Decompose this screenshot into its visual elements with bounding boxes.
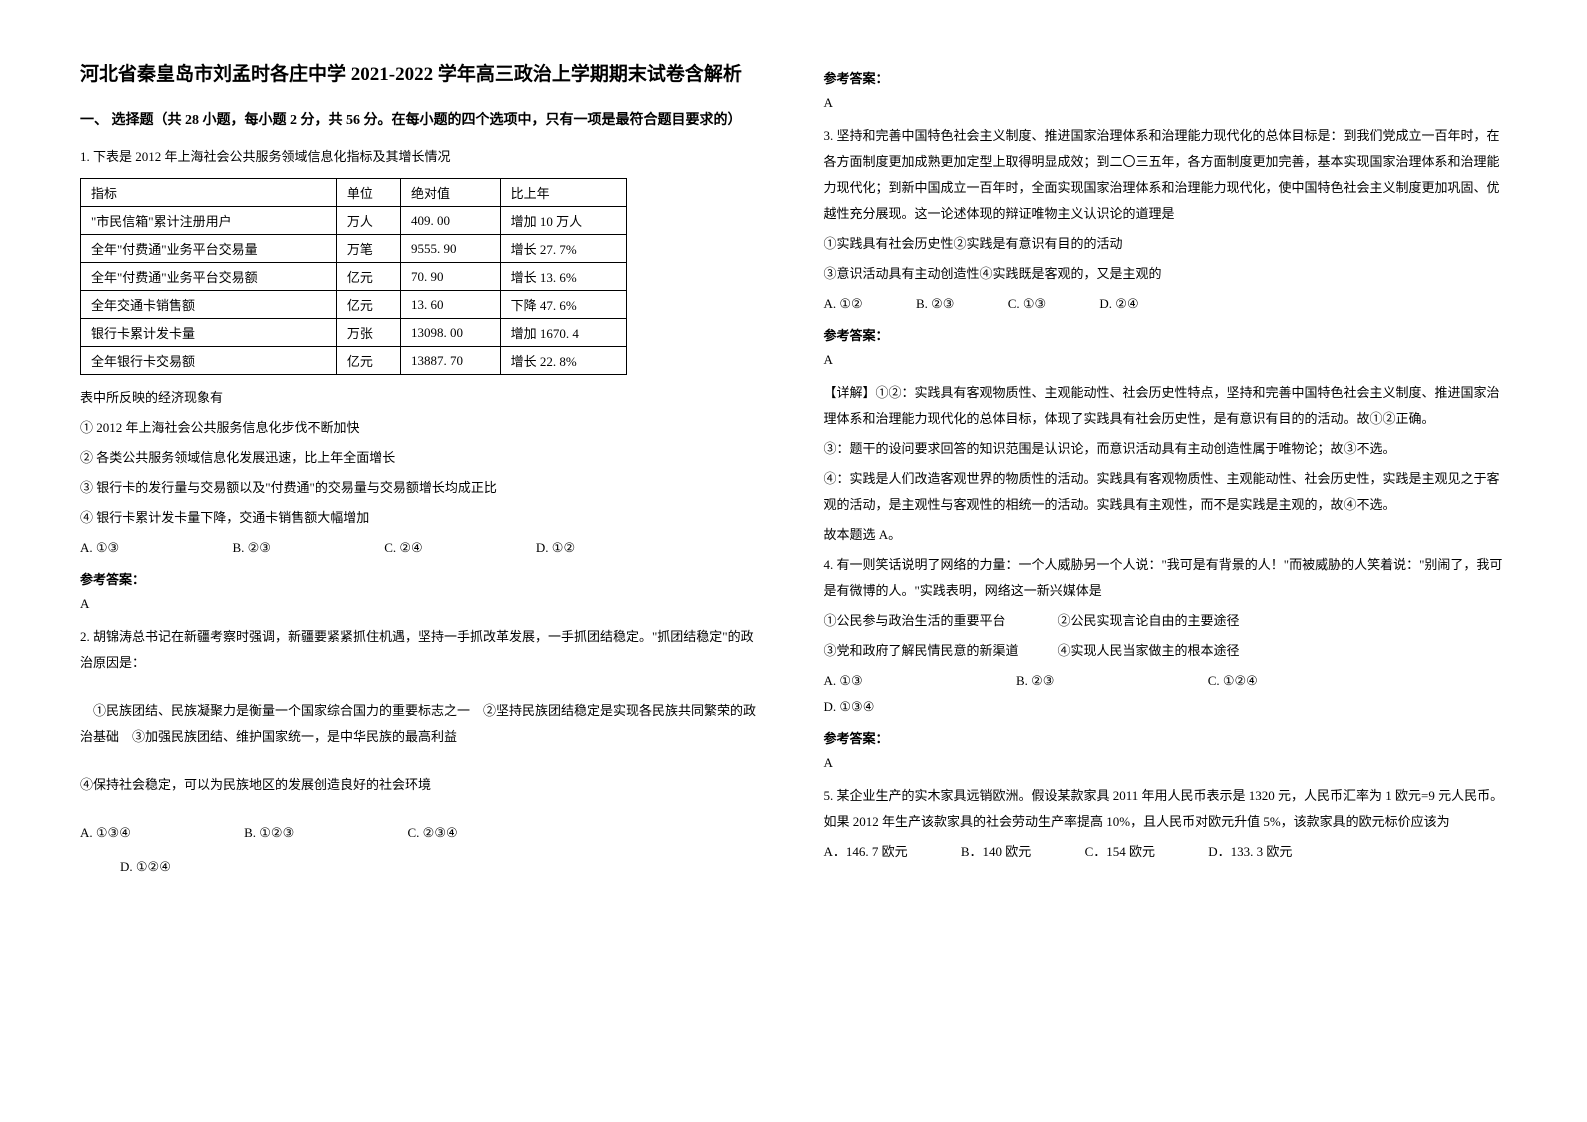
option-d: D. ②④ <box>1099 291 1138 317</box>
option-b: B. ②③ <box>916 291 954 317</box>
q2-answer-label: 参考答案： <box>824 68 1508 87</box>
q4-line1: ①公民参与政治生活的重要平台 ②公民实现言论自由的主要途径 <box>824 608 1508 634</box>
q1-item: ② 各类公共服务领域信息化发展迅速，比上年全面增长 <box>80 445 764 471</box>
q5-intro: 5. 某企业生产的实木家具远销欧洲。假设某款家具 2011 年用人民币表示是 1… <box>824 783 1508 835</box>
table-row: 全年"付费通"业务平台交易额亿元70. 90增长 13. 6% <box>81 263 627 291</box>
table-row: 全年交通卡销售额亿元13. 60下降 47. 6% <box>81 291 627 319</box>
q4-line2: ③党和政府了解民情民意的新渠道 ④实现人民当家做主的根本途径 <box>824 638 1508 664</box>
table-row: 全年银行卡交易额亿元13887. 70增长 22. 8% <box>81 347 627 375</box>
q1-options: A. ①③ B. ②③ C. ②④ D. ①② <box>80 535 764 561</box>
option-b: B. ②③ <box>1016 668 1054 694</box>
th: 绝对值 <box>401 179 501 207</box>
option-c: C. ②③④ <box>408 820 458 846</box>
q3-explain: ④：实践是人们改造客观世界的物质性的活动。实践具有客观物质性、主观能动性、社会历… <box>824 466 1508 518</box>
q3-answer-label: 参考答案： <box>824 325 1508 344</box>
option-c: C. ②④ <box>384 535 422 561</box>
q4-answer-label: 参考答案： <box>824 728 1508 747</box>
option-a: A. ①③ <box>824 668 863 694</box>
q1-item: ① 2012 年上海社会公共服务信息化步伐不断加快 <box>80 415 764 441</box>
q3-intro: 3. 坚持和完善中国特色社会主义制度、推进国家治理体系和治理能力现代化的总体目标… <box>824 123 1508 227</box>
option-c: C. ①③ <box>1008 291 1046 317</box>
q3-explain: 【详解】①②：实践具有客观物质性、主观能动性、社会历史性特点，坚持和完善中国特色… <box>824 380 1508 432</box>
q2-option-d: D. ①②④ <box>80 854 764 880</box>
q3-explain: ③：题干的设问要求回答的知识范围是认识论，而意识活动具有主动创造性属于唯物论；故… <box>824 436 1508 462</box>
option-b: B．140 欧元 <box>961 839 1031 865</box>
option-b: B. ②③ <box>232 535 270 561</box>
exam-title: 河北省秦皇岛市刘孟时各庄中学 2021-2022 学年高三政治上学期期末试卷含解… <box>80 60 764 90</box>
right-column: 参考答案： A 3. 坚持和完善中国特色社会主义制度、推进国家治理体系和治理能力… <box>794 60 1538 1062</box>
q1-intro: 1. 下表是 2012 年上海社会公共服务领域信息化指标及其增长情况 <box>80 145 764 168</box>
option-d: D. ①② <box>536 535 575 561</box>
q3-item: ③意识活动具有主动创造性④实践既是客观的，又是主观的 <box>824 261 1508 287</box>
q1-after-table: 表中所反映的经济现象有 <box>80 385 764 411</box>
section-1-header: 一、 选择题（共 28 小题，每小题 2 分，共 56 分。在每小题的四个选项中… <box>80 110 764 132</box>
option-d: D．133. 3 欧元 <box>1208 839 1292 865</box>
q3-answer: A <box>824 352 1508 368</box>
q3-item: ①实践具有社会历史性②实践是有意识有目的的活动 <box>824 231 1508 257</box>
q4-intro: 4. 有一则笑话说明了网络的力量：一个人威胁另一个人说："我可是有背景的人！"而… <box>824 552 1508 604</box>
table-row: 银行卡累计发卡量万张13098. 00增加 1670. 4 <box>81 319 627 347</box>
th: 单位 <box>336 179 400 207</box>
q2-options: A. ①③④ B. ①②③ C. ②③④ <box>80 820 764 846</box>
q3-options: A. ①② B. ②③ C. ①③ D. ②④ <box>824 291 1508 317</box>
th: 指标 <box>81 179 337 207</box>
th: 比上年 <box>500 179 626 207</box>
q3-explain: 故本题选 A。 <box>824 522 1508 548</box>
q2-intro: 2. 胡锦涛总书记在新疆考察时强调，新疆要紧紧抓住机遇，坚持一手抓改革发展，一手… <box>80 624 764 676</box>
q1-item: ④ 银行卡累计发卡量下降，交通卡销售额大幅增加 <box>80 505 764 531</box>
option-a: A. ①③④ <box>80 820 131 846</box>
option-c: C．154 欧元 <box>1085 839 1155 865</box>
q2-body: ①民族团结、民族凝聚力是衡量一个国家综合国力的重要标志之一 ②坚持民族团结稳定是… <box>80 698 764 750</box>
option-c: C. ①②④ <box>1208 668 1258 694</box>
table-header-row: 指标 单位 绝对值 比上年 <box>81 179 627 207</box>
q4-options: A. ①③ B. ②③ C. ①②④ D. ①③④ <box>824 668 1508 720</box>
left-column: 河北省秦皇岛市刘孟时各庄中学 2021-2022 学年高三政治上学期期末试卷含解… <box>50 60 794 1062</box>
option-b: B. ①②③ <box>244 820 294 846</box>
option-d: D. ①③④ <box>824 694 875 720</box>
q5-options: A．146. 7 欧元 B．140 欧元 C．154 欧元 D．133. 3 欧… <box>824 839 1508 865</box>
q1-answer: A <box>80 596 764 612</box>
option-a: A. ①② <box>824 291 863 317</box>
option-d: D. ①②④ <box>120 854 171 880</box>
q2-answer: A <box>824 95 1508 111</box>
option-a: A. ①③ <box>80 535 119 561</box>
q1-answer-label: 参考答案： <box>80 569 764 588</box>
option-a: A．146. 7 欧元 <box>824 839 908 865</box>
table-row: "市民信箱"累计注册用户万人409. 00增加 10 万人 <box>81 207 627 235</box>
q2-item4: ④保持社会稳定，可以为民族地区的发展创造良好的社会环境 <box>80 772 764 798</box>
table-row: 全年"付费通"业务平台交易量万笔9555. 90增长 27. 7% <box>81 235 627 263</box>
q4-answer: A <box>824 755 1508 771</box>
q1-table: 指标 单位 绝对值 比上年 "市民信箱"累计注册用户万人409. 00增加 10… <box>80 178 627 375</box>
q1-item: ③ 银行卡的发行量与交易额以及"付费通"的交易量与交易额增长均成正比 <box>80 475 764 501</box>
